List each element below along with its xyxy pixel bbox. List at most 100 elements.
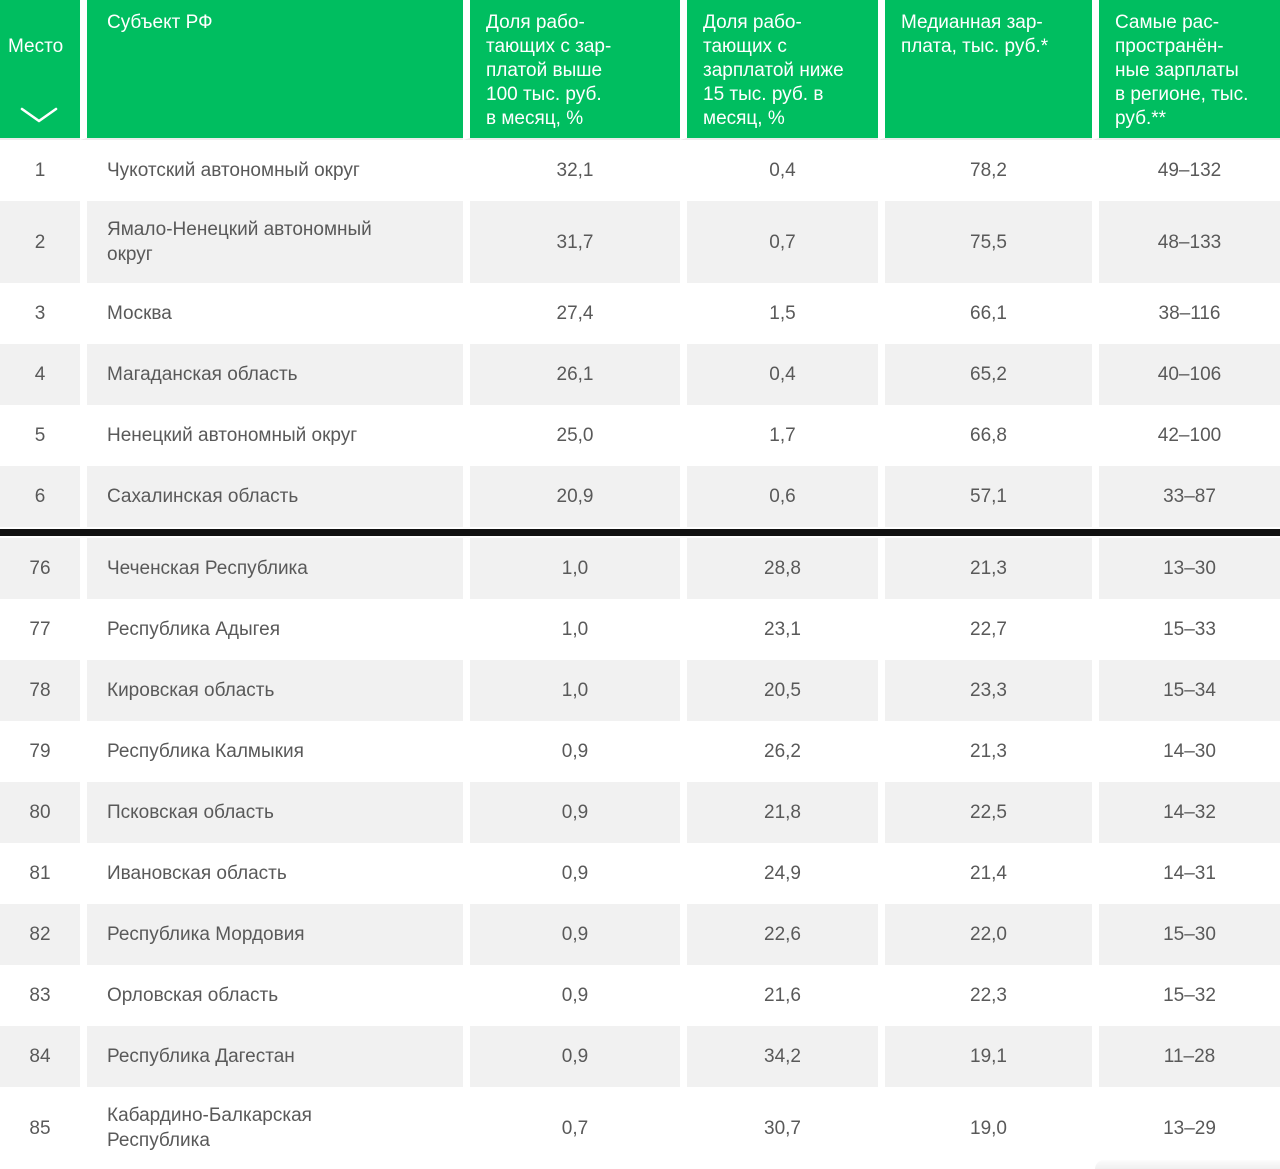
cell-salary-range: 13–29 xyxy=(1092,1087,1280,1169)
cell-rank: 78 xyxy=(0,660,80,721)
cell-above-100k: 0,9 xyxy=(463,782,680,843)
header-cell-common-salaries: Самые рас- пространён- ные зарплаты в ре… xyxy=(1092,0,1280,140)
cell-rank: 79 xyxy=(29,741,51,762)
cell-below-15k: 28,8 xyxy=(680,538,878,599)
cell-rank: 1 xyxy=(34,160,46,181)
cell-region: Магаданская область xyxy=(80,344,463,405)
cell-region: Республика Мордовия xyxy=(80,904,463,965)
cell-median-salary: 23,3 xyxy=(878,660,1092,721)
table-row: 1 Чукотский автономный округ 32,1 0,4 78… xyxy=(0,140,1280,201)
cell-rank: 6 xyxy=(0,466,80,527)
cell-above-100k: 1,0 xyxy=(463,660,680,721)
cell-rank: 81 xyxy=(29,863,51,884)
cell-median-salary: 22,3 xyxy=(878,965,1092,1026)
cell-below-15k: 24,9 xyxy=(680,843,878,904)
cell-median-salary: 22,5 xyxy=(878,782,1092,843)
table-body-bottom-ranks: 76 Чеченская Республика 1,0 28,8 21,3 13… xyxy=(0,538,1280,1169)
cell-above-100k: 1,0 xyxy=(463,538,680,599)
cell-region: Республика Адыгея xyxy=(80,599,463,660)
cell-salary-range: 33–87 xyxy=(1092,466,1280,527)
cell-below-15k: 20,5 xyxy=(680,660,878,721)
cell-above-100k: 0,9 xyxy=(463,843,680,904)
cell-region: Кировская область xyxy=(80,660,463,721)
cell-below-15k: 1,7 xyxy=(680,405,878,466)
rank-break-divider xyxy=(0,527,1280,538)
table-row: 82 Республика Мордовия 0,9 22,6 22,0 15–… xyxy=(0,904,1280,965)
header-cell-median-salary: Медианная зар- плата, тыс. руб.* xyxy=(878,0,1092,140)
cell-below-15k: 22,6 xyxy=(680,904,878,965)
cell-above-100k: 0,9 xyxy=(463,721,680,782)
table-row: 6 Сахалинская область 20,9 0,6 57,1 33–8… xyxy=(0,466,1280,527)
cell-median-salary: 19,0 xyxy=(878,1087,1092,1169)
header-cell-below-15k: Доля рабо- тающих с зарплатой ниже 15 ты… xyxy=(680,0,878,140)
cell-above-100k: 27,4 xyxy=(463,283,680,344)
cell-below-15k: 23,1 xyxy=(680,599,878,660)
sort-chevron-down-icon[interactable] xyxy=(20,107,58,124)
cell-rank: 82 xyxy=(0,904,80,965)
cell-rank: 3 xyxy=(34,303,46,324)
cell-rank: 76 xyxy=(0,538,80,599)
cell-rank: 2 xyxy=(0,201,80,283)
cell-median-salary: 66,8 xyxy=(878,405,1092,466)
cell-below-15k: 0,6 xyxy=(680,466,878,527)
cell-median-salary: 75,5 xyxy=(878,201,1092,283)
cell-region: Чукотский автономный округ xyxy=(80,140,463,201)
cell-salary-range: 15–34 xyxy=(1092,660,1280,721)
cell-region: Республика Калмыкия xyxy=(80,721,463,782)
cell-region: Чеченская Республика xyxy=(80,538,463,599)
cell-salary-range: 40–106 xyxy=(1092,344,1280,405)
cell-salary-range: 42–100 xyxy=(1092,405,1280,466)
cell-above-100k: 1,0 xyxy=(463,599,680,660)
table-row: 3 Москва 27,4 1,5 66,1 38–116 xyxy=(0,283,1280,344)
table-row: 80 Псковская область 0,9 21,8 22,5 14–32 xyxy=(0,782,1280,843)
cell-above-100k: 0,9 xyxy=(463,1026,680,1087)
cell-region: Ивановская область xyxy=(80,843,463,904)
table-row: 84 Республика Дагестан 0,9 34,2 19,1 11–… xyxy=(0,1026,1280,1087)
cell-region: Ненецкий автономный округ xyxy=(80,405,463,466)
cell-salary-range: 14–31 xyxy=(1092,843,1280,904)
header-cell-above-100k: Доля рабо- тающих с зар- платой выше 100… xyxy=(463,0,680,140)
cell-salary-range: 15–33 xyxy=(1092,599,1280,660)
table-row: 76 Чеченская Республика 1,0 28,8 21,3 13… xyxy=(0,538,1280,599)
cell-rank: 5 xyxy=(34,425,46,446)
table-row: 4 Магаданская область 26,1 0,4 65,2 40–1… xyxy=(0,344,1280,405)
cell-above-100k: 0,7 xyxy=(463,1087,680,1169)
cell-below-15k: 26,2 xyxy=(680,721,878,782)
cell-above-100k: 26,1 xyxy=(463,344,680,405)
header-cell-region: Субъект РФ xyxy=(80,0,463,140)
cell-median-salary: 78,2 xyxy=(878,140,1092,201)
cell-region: Кабардино-Балкарская Республика xyxy=(80,1087,463,1169)
cell-below-15k: 21,6 xyxy=(680,965,878,1026)
table-row: 2 Ямало-Ненецкий автономный округ 31,7 0… xyxy=(0,201,1280,283)
table-row: 78 Кировская область 1,0 20,5 23,3 15–34 xyxy=(0,660,1280,721)
header-rank-label: Место xyxy=(8,36,64,57)
cell-median-salary: 19,1 xyxy=(878,1026,1092,1087)
cell-below-15k: 30,7 xyxy=(680,1087,878,1169)
header-cell-rank[interactable]: Место xyxy=(0,0,80,140)
cell-median-salary: 57,1 xyxy=(878,466,1092,527)
cell-region: Псковская область xyxy=(80,782,463,843)
table-row: 77 Республика Адыгея 1,0 23,1 22,7 15–33 xyxy=(0,599,1280,660)
cell-above-100k: 20,9 xyxy=(463,466,680,527)
table-header: Место Субъект РФ Доля рабо- тающих с зар… xyxy=(0,0,1280,140)
cell-region: Республика Дагестан xyxy=(80,1026,463,1087)
cell-salary-range: 11–28 xyxy=(1092,1026,1280,1087)
cell-salary-range: 14–32 xyxy=(1092,782,1280,843)
cell-region: Ямало-Ненецкий автономный округ xyxy=(80,201,463,283)
cell-region: Орловская область xyxy=(80,965,463,1026)
cell-median-salary: 21,4 xyxy=(878,843,1092,904)
cell-rank: 77 xyxy=(29,619,51,640)
cell-above-100k: 0,9 xyxy=(463,904,680,965)
cell-salary-range: 14–30 xyxy=(1092,721,1280,782)
cell-salary-range: 49–132 xyxy=(1092,140,1280,201)
cell-below-15k: 21,8 xyxy=(680,782,878,843)
cell-rank: 84 xyxy=(0,1026,80,1087)
cell-below-15k: 1,5 xyxy=(680,283,878,344)
table-row: 83 Орловская область 0,9 21,6 22,3 15–32 xyxy=(0,965,1280,1026)
cell-below-15k: 34,2 xyxy=(680,1026,878,1087)
cell-median-salary: 22,0 xyxy=(878,904,1092,965)
cell-above-100k: 0,9 xyxy=(463,965,680,1026)
cell-below-15k: 0,7 xyxy=(680,201,878,283)
table-row: 85 Кабардино-Балкарская Республика 0,7 3… xyxy=(0,1087,1280,1169)
